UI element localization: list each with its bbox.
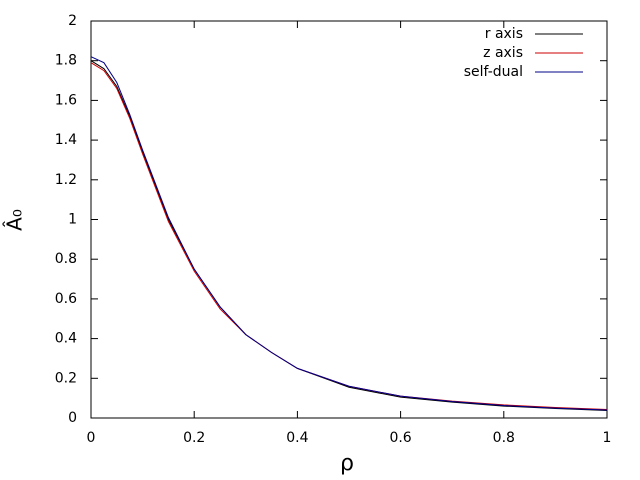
x-tick-label: 0	[87, 430, 96, 446]
y-tick-label: 0.2	[55, 370, 77, 386]
legend-label: z axis	[483, 45, 523, 61]
y-tick-label: 1.8	[55, 53, 77, 69]
y-tick-label: 2	[68, 13, 77, 29]
data-line	[90, 60, 608, 411]
x-tick-label: 0.6	[389, 430, 411, 446]
y-tick-label: 0	[68, 410, 77, 426]
x-tick-label: 0.4	[286, 430, 308, 446]
y-tick-label: 1	[68, 212, 77, 228]
y-axis-label: Â₀	[3, 209, 27, 231]
legend-label: self-dual	[464, 64, 523, 80]
y-tick-label: 0.4	[55, 331, 77, 347]
legend-label: r axis	[485, 26, 523, 42]
data-line	[90, 62, 608, 410]
x-axis-label: ρ	[340, 451, 354, 476]
x-tick-label: 0.2	[183, 430, 205, 446]
x-tick-label: 0.8	[493, 430, 515, 446]
x-tick-label: 1	[603, 430, 612, 446]
y-tick-label: 1.6	[55, 92, 77, 108]
y-tick-label: 1.4	[55, 132, 77, 148]
data-line	[90, 56, 608, 411]
y-tick-label: 1.2	[55, 172, 77, 188]
y-tick-label: 0.6	[55, 291, 77, 307]
y-tick-label: 0.8	[55, 251, 77, 267]
